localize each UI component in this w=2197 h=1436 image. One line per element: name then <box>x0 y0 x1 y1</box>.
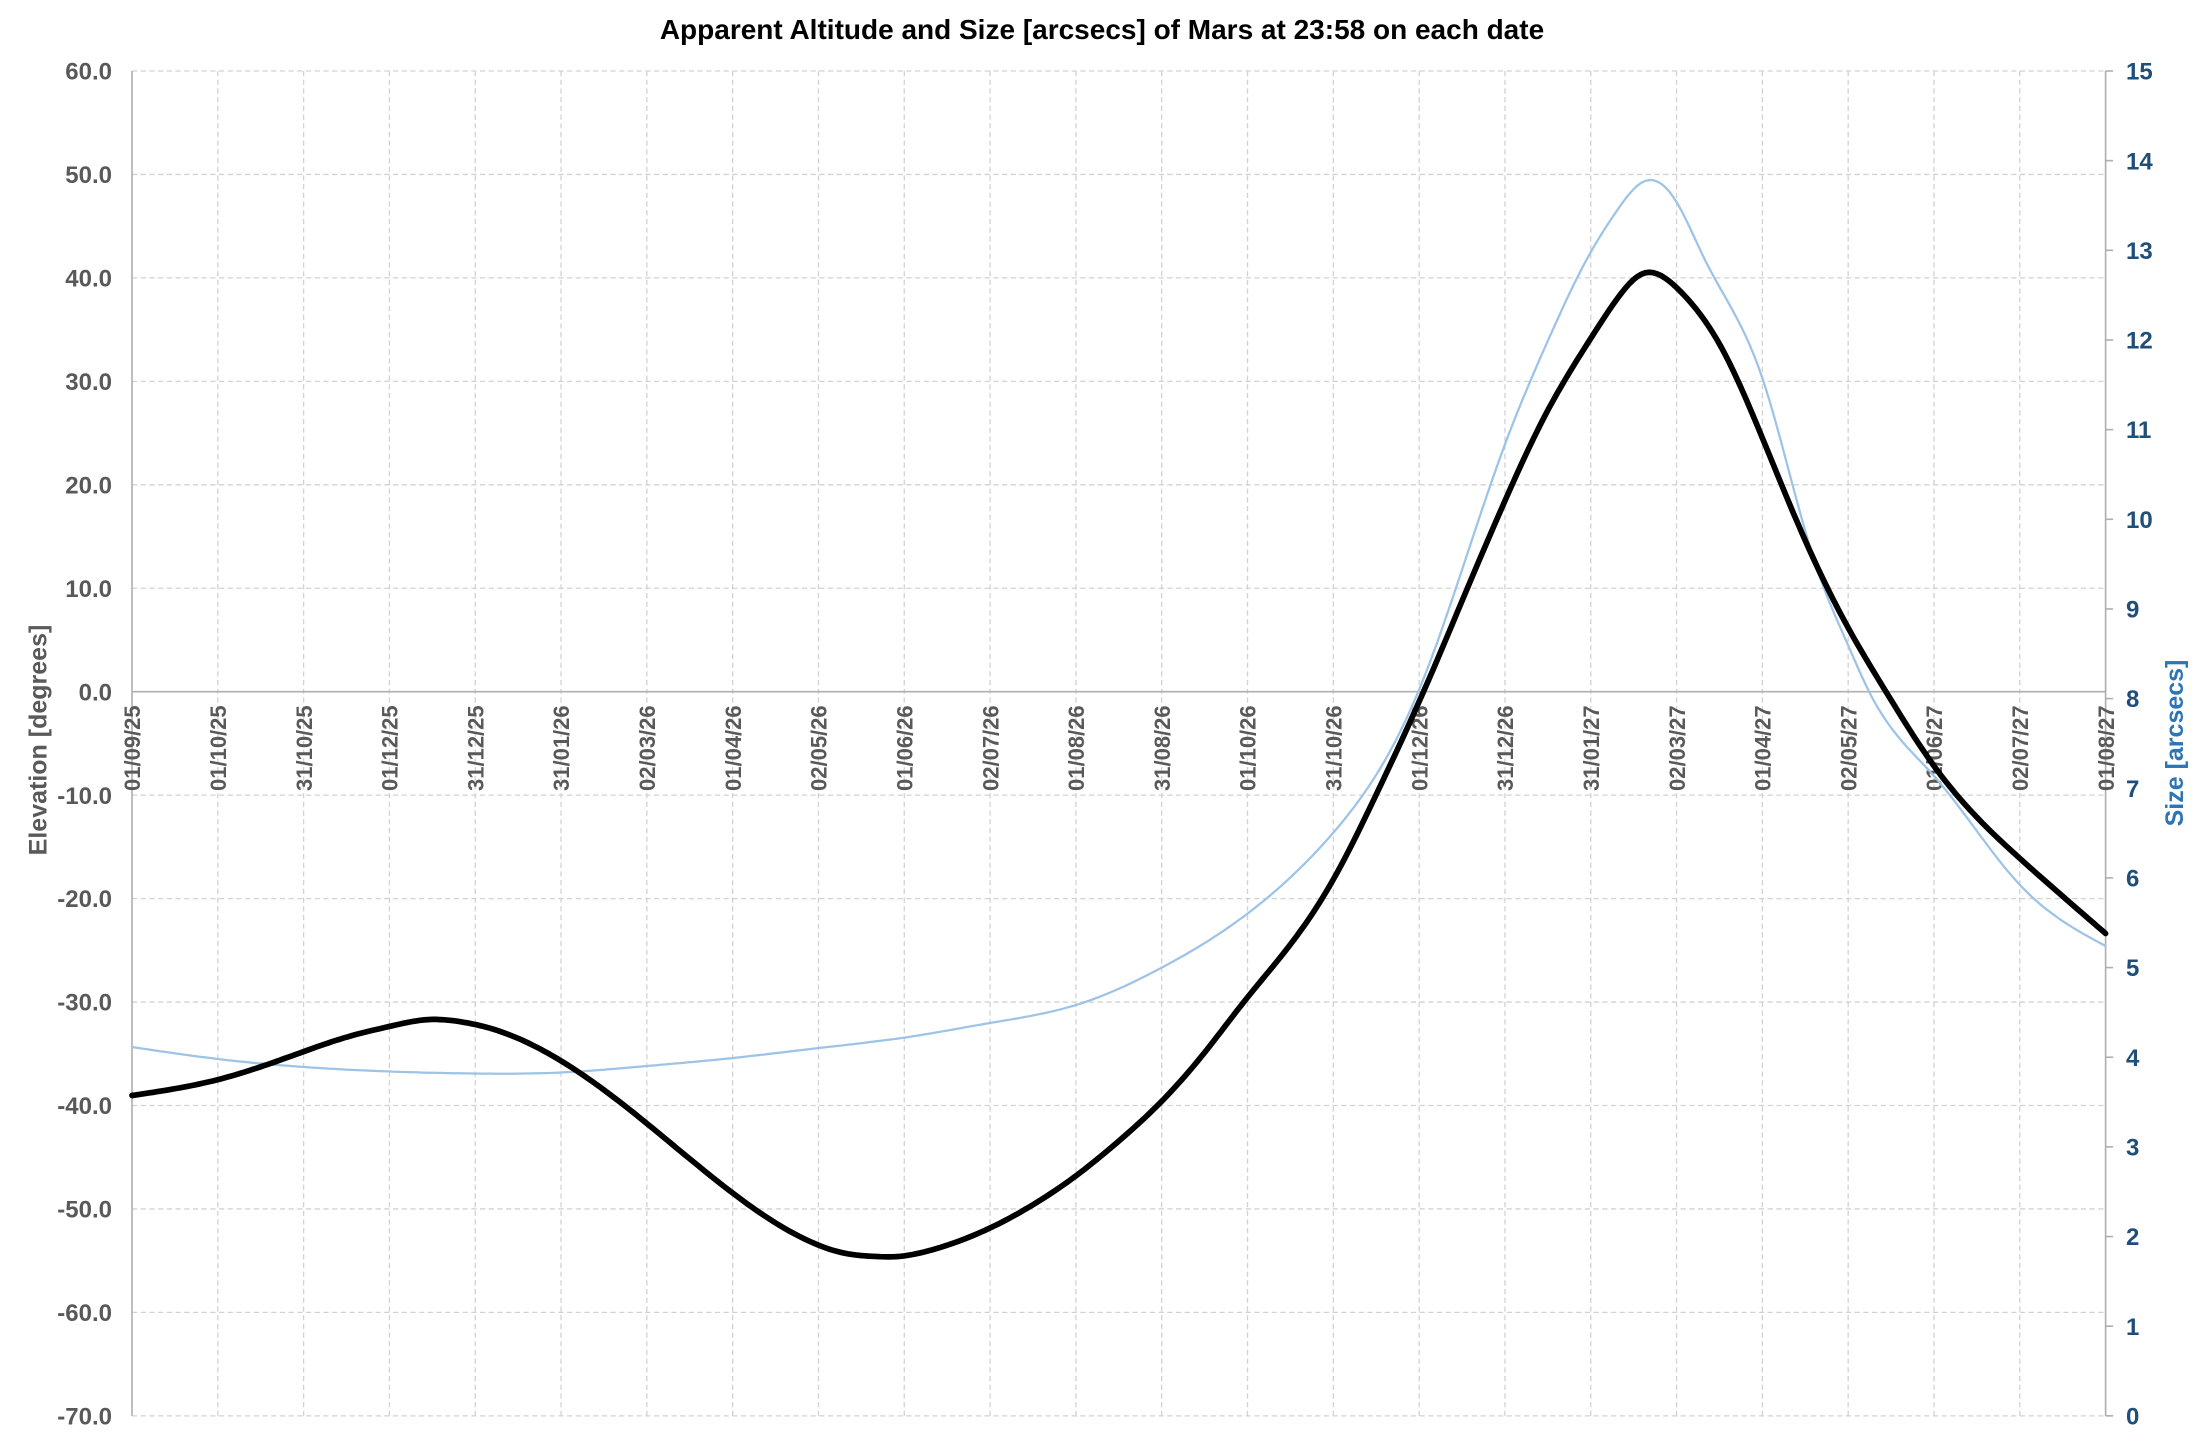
svg-text:01/06/26: 01/06/26 <box>893 705 918 791</box>
svg-text:02/05/26: 02/05/26 <box>807 705 832 791</box>
svg-text:8: 8 <box>2126 686 2139 713</box>
svg-text:02/07/27: 02/07/27 <box>2008 705 2033 791</box>
svg-text:02/03/26: 02/03/26 <box>635 705 660 791</box>
svg-text:-60.0: -60.0 <box>57 1300 112 1327</box>
svg-text:-40.0: -40.0 <box>57 1093 112 1120</box>
svg-text:31/01/26: 31/01/26 <box>549 705 574 791</box>
svg-text:02/05/27: 02/05/27 <box>1836 705 1861 791</box>
svg-text:01/08/27: 01/08/27 <box>2094 705 2119 791</box>
svg-text:Elevation [degrees]: Elevation [degrees] <box>25 625 53 856</box>
svg-text:0.0: 0.0 <box>79 679 112 706</box>
svg-text:50.0: 50.0 <box>65 162 112 189</box>
svg-text:31/10/25: 31/10/25 <box>292 705 317 791</box>
svg-text:7: 7 <box>2126 776 2139 803</box>
svg-text:0: 0 <box>2126 1403 2139 1430</box>
svg-text:31/12/25: 31/12/25 <box>463 705 488 791</box>
svg-text:60.0: 60.0 <box>65 59 112 86</box>
svg-text:30.0: 30.0 <box>65 369 112 396</box>
svg-text:40.0: 40.0 <box>65 266 112 293</box>
svg-text:10.0: 10.0 <box>65 576 112 603</box>
svg-text:10: 10 <box>2126 507 2153 534</box>
svg-text:9: 9 <box>2126 597 2139 624</box>
svg-text:01/10/26: 01/10/26 <box>1236 705 1261 791</box>
svg-text:01/10/25: 01/10/25 <box>206 705 231 791</box>
svg-text:4: 4 <box>2126 1045 2140 1072</box>
svg-text:15: 15 <box>2126 59 2153 86</box>
svg-text:1: 1 <box>2126 1314 2139 1341</box>
svg-text:3: 3 <box>2126 1135 2139 1162</box>
svg-text:-70.0: -70.0 <box>57 1404 112 1431</box>
svg-text:01/08/26: 01/08/26 <box>1064 705 1089 791</box>
svg-text:31/10/26: 31/10/26 <box>1322 705 1347 791</box>
svg-text:31/12/26: 31/12/26 <box>1493 705 1518 791</box>
svg-text:Size [arcsecs]: Size [arcsecs] <box>2161 660 2189 827</box>
svg-text:02/07/26: 02/07/26 <box>978 705 1003 791</box>
svg-text:02/03/27: 02/03/27 <box>1665 705 1690 791</box>
svg-text:01/12/25: 01/12/25 <box>378 705 403 791</box>
svg-text:-30.0: -30.0 <box>57 990 112 1017</box>
svg-text:13: 13 <box>2126 238 2153 265</box>
svg-text:-50.0: -50.0 <box>57 1197 112 1224</box>
svg-text:-20.0: -20.0 <box>57 886 112 913</box>
svg-text:01/04/26: 01/04/26 <box>721 705 746 791</box>
svg-text:12: 12 <box>2126 328 2153 355</box>
svg-text:20.0: 20.0 <box>65 472 112 499</box>
svg-text:Apparent Altitude and Size [ar: Apparent Altitude and Size [arcsecs] of … <box>660 14 1544 45</box>
svg-text:31/01/27: 31/01/27 <box>1579 705 1604 791</box>
svg-text:01/04/27: 01/04/27 <box>1751 705 1776 791</box>
svg-text:5: 5 <box>2126 955 2139 982</box>
svg-text:2: 2 <box>2126 1224 2139 1251</box>
svg-text:01/09/25: 01/09/25 <box>120 705 145 791</box>
svg-text:-10.0: -10.0 <box>57 783 112 810</box>
svg-text:14: 14 <box>2126 148 2153 175</box>
svg-text:31/08/26: 31/08/26 <box>1150 705 1175 791</box>
svg-text:6: 6 <box>2126 866 2139 893</box>
svg-text:11: 11 <box>2126 417 2151 444</box>
